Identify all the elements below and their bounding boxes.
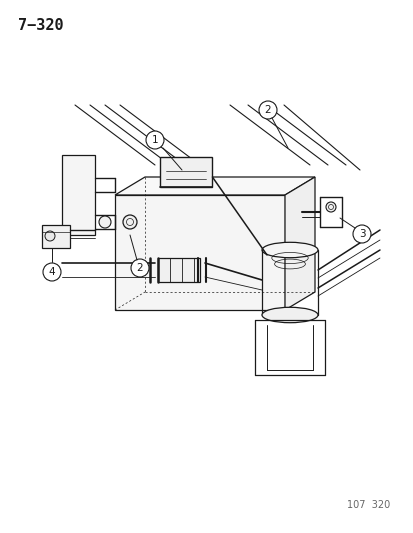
Ellipse shape bbox=[261, 308, 317, 322]
Text: 2: 2 bbox=[136, 263, 143, 273]
Circle shape bbox=[123, 215, 137, 229]
Polygon shape bbox=[115, 177, 314, 195]
Text: 3: 3 bbox=[358, 229, 364, 239]
Polygon shape bbox=[115, 195, 284, 310]
Polygon shape bbox=[160, 157, 212, 187]
Circle shape bbox=[45, 231, 55, 241]
Text: 7−320: 7−320 bbox=[18, 18, 64, 33]
Text: 107  320: 107 320 bbox=[346, 500, 389, 510]
Polygon shape bbox=[158, 258, 199, 282]
Circle shape bbox=[146, 131, 164, 149]
Text: 1: 1 bbox=[151, 135, 158, 145]
Polygon shape bbox=[42, 225, 70, 248]
Circle shape bbox=[259, 101, 276, 119]
Circle shape bbox=[352, 225, 370, 243]
Circle shape bbox=[43, 263, 61, 281]
Polygon shape bbox=[284, 177, 314, 310]
Text: 4: 4 bbox=[49, 267, 55, 277]
Circle shape bbox=[325, 202, 335, 212]
Ellipse shape bbox=[261, 243, 317, 257]
Circle shape bbox=[131, 259, 149, 277]
Circle shape bbox=[99, 216, 111, 228]
Text: 2: 2 bbox=[264, 105, 271, 115]
Polygon shape bbox=[62, 155, 95, 235]
